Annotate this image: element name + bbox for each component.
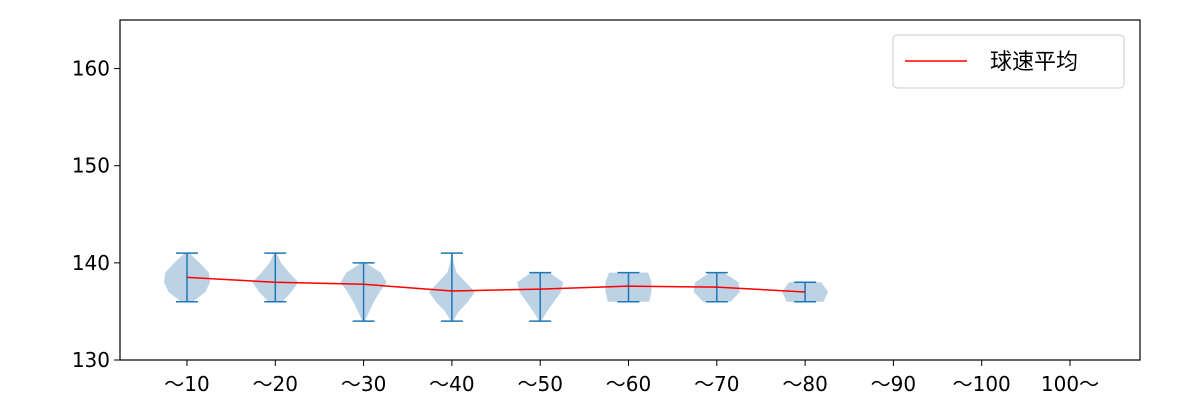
y-tick-label: 150 bbox=[72, 154, 110, 178]
x-tick-label: ～60 bbox=[606, 372, 651, 396]
y-tick-label: 140 bbox=[72, 251, 110, 275]
y-axis: 130 140 150 160 bbox=[72, 57, 120, 372]
x-tick-label: 100～ bbox=[1041, 372, 1099, 396]
x-tick-label: ～70 bbox=[694, 372, 739, 396]
mean-line bbox=[186, 276, 806, 293]
x-tick-label: ～10 bbox=[164, 372, 209, 396]
x-tick-label: ～20 bbox=[253, 372, 298, 396]
legend-box bbox=[892, 34, 1125, 89]
y-tick-label: 130 bbox=[72, 348, 110, 372]
legend-label: 球速平均 bbox=[990, 50, 1078, 75]
x-tick-label: ～100 bbox=[953, 372, 1011, 396]
x-tick-label: ～30 bbox=[341, 372, 386, 396]
violin-group bbox=[164, 253, 829, 322]
y-tick-label: 160 bbox=[72, 57, 110, 81]
legend: 球速平均 bbox=[892, 34, 1125, 89]
plot-frame bbox=[119, 19, 1141, 361]
range-bar-group bbox=[176, 252, 817, 322]
x-tick-label: ～90 bbox=[871, 372, 916, 396]
x-tick-label: ～50 bbox=[517, 372, 562, 396]
x-tick-label: ～40 bbox=[429, 372, 474, 396]
x-tick-label: ～80 bbox=[782, 372, 827, 396]
x-axis: ～10 ～20 ～30 ～40 ～50 ～60 ～70 ～80 ～90 ～100 100～ bbox=[164, 360, 1099, 396]
